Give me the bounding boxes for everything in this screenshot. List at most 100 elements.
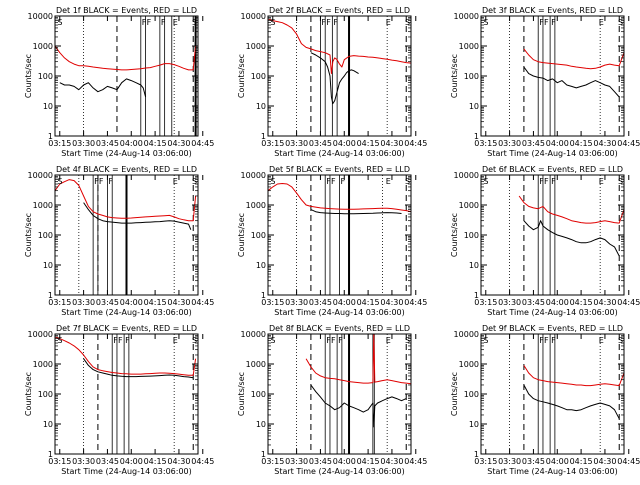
segment-marker-label: S <box>618 336 623 345</box>
segment-marker-label: S <box>192 177 197 186</box>
events-series-line <box>83 358 194 379</box>
x-tick-label: 04:30 <box>593 457 616 466</box>
segment-marker-label: S <box>57 18 62 27</box>
y-tick-label: 100 <box>464 390 479 399</box>
x-tick-label: 04:30 <box>380 139 403 148</box>
y-axis-label: Counts/sec <box>24 372 33 416</box>
lld-series-line <box>267 183 412 213</box>
x-axis-label: Start Time (24-Aug-14 03:06:00) <box>487 149 618 158</box>
y-tick-label: 100 <box>464 72 479 81</box>
plot-frame <box>267 15 412 137</box>
x-tick-label: 04:15 <box>570 298 593 307</box>
y-tick-label: 10000 <box>28 171 53 180</box>
x-tick-label: 04:00 <box>120 298 143 307</box>
segment-marker-label: F <box>338 336 343 345</box>
x-tick-label: 04:45 <box>404 457 427 466</box>
segment-marker-label: F <box>108 177 113 186</box>
panel-title: Det 7f BLACK = Events, RED = LLD <box>56 324 197 333</box>
events-series-line <box>523 66 620 98</box>
x-tick-label: 04:00 <box>333 298 356 307</box>
segment-marker-label: F <box>125 336 130 345</box>
x-tick-label: 04:30 <box>380 457 403 466</box>
panel-title: Det 9f BLACK = Events, RED = LLD <box>482 324 623 333</box>
x-tick-label: 04:45 <box>617 457 640 466</box>
segment-marker-label: F <box>118 336 123 345</box>
plot-frame <box>480 15 625 137</box>
segment-marker-label: F <box>551 18 556 27</box>
x-tick-label: 03:30 <box>498 298 521 307</box>
segment-marker-label: S <box>57 177 62 186</box>
x-axis-label: Start Time (24-Aug-14 03:06:00) <box>487 308 618 317</box>
y-axis-label: Counts/sec <box>450 213 459 257</box>
y-tick-label: 1 <box>474 291 479 300</box>
detector-panel: Det 5f BLACK = Events, RED = LLD 1 10 100 10… <box>237 165 427 317</box>
events-series-line <box>310 384 407 428</box>
segment-marker-label: E <box>599 177 604 186</box>
y-tick-label: 10 <box>256 261 266 270</box>
panel-title: Det 1f BLACK = Events, RED = LLD <box>56 6 197 15</box>
panel-title: Det 8f BLACK = Events, RED = LLD <box>269 324 410 333</box>
y-tick-label: 10 <box>43 102 53 111</box>
events-series-line <box>523 220 620 257</box>
segment-marker-label: S <box>405 18 410 27</box>
y-tick-label: 100 <box>251 231 266 240</box>
y-tick-label: 10000 <box>241 12 266 21</box>
segment-marker-label: F <box>94 177 99 186</box>
y-tick-label: 1 <box>48 132 53 141</box>
x-tick-label: 04:30 <box>167 298 190 307</box>
y-tick-label: 100 <box>464 231 479 240</box>
segment-marker-label: F <box>331 336 336 345</box>
x-tick-label: 04:15 <box>144 139 167 148</box>
y-tick-label: 10 <box>256 102 266 111</box>
x-tick-label: 03:45 <box>522 298 545 307</box>
segment-marker-label: F <box>321 18 326 27</box>
x-tick-label: 03:15 <box>474 298 497 307</box>
x-tick-label: 04:45 <box>617 139 640 148</box>
y-tick-label: 1000 <box>33 201 53 210</box>
x-tick-label: 04:30 <box>593 139 616 148</box>
lld-series-line <box>305 333 412 385</box>
segment-marker-label: S <box>405 177 410 186</box>
y-tick-label: 10000 <box>241 171 266 180</box>
y-tick-label: 10 <box>469 261 479 270</box>
panel-title: Det 2f BLACK = Events, RED = LLD <box>269 6 410 15</box>
x-tick-label: 03:15 <box>474 139 497 148</box>
x-tick-label: 03:45 <box>96 457 119 466</box>
x-tick-label: 04:45 <box>191 457 214 466</box>
segment-marker-label: F <box>331 177 336 186</box>
detector-panel: Det 2f BLACK = Events, RED = LLD 1 10 100 10… <box>237 6 427 158</box>
x-tick-label: 03:15 <box>474 457 497 466</box>
x-tick-label: 03:15 <box>48 139 71 148</box>
x-tick-label: 04:30 <box>380 298 403 307</box>
x-tick-label: 04:15 <box>570 457 593 466</box>
segment-marker-label: S <box>270 336 275 345</box>
y-tick-label: 1 <box>48 291 53 300</box>
x-tick-label: 03:30 <box>72 139 95 148</box>
segment-marker-label: F <box>544 18 549 27</box>
x-axis-label: Start Time (24-Aug-14 03:06:00) <box>487 467 618 476</box>
x-tick-label: 04:15 <box>357 457 380 466</box>
plot-frame <box>480 174 625 296</box>
detector-panel: Det 6f BLACK = Events, RED = LLD 1 10 100 10… <box>450 165 640 317</box>
y-axis-label: Counts/sec <box>237 213 246 257</box>
x-tick-label: 03:30 <box>498 457 521 466</box>
x-axis-label: Start Time (24-Aug-14 03:06:00) <box>274 308 405 317</box>
x-tick-label: 04:00 <box>546 139 569 148</box>
x-tick-label: 03:30 <box>72 298 95 307</box>
y-axis-label: Counts/sec <box>237 372 246 416</box>
x-tick-label: 03:30 <box>285 457 308 466</box>
y-tick-label: 1000 <box>459 360 479 369</box>
y-tick-label: 1 <box>474 450 479 459</box>
x-tick-label: 03:15 <box>48 298 71 307</box>
segment-marker-label: F <box>333 18 338 27</box>
segment-marker-label: F <box>544 177 549 186</box>
y-tick-label: 10000 <box>454 12 479 21</box>
x-tick-label: 03:30 <box>285 298 308 307</box>
plot-frame <box>480 333 625 455</box>
segment-marker-label: E <box>173 18 178 27</box>
y-tick-label: 1000 <box>459 201 479 210</box>
x-tick-label: 04:30 <box>167 457 190 466</box>
segment-marker-label: S <box>270 18 275 27</box>
lld-series-line <box>54 179 197 222</box>
